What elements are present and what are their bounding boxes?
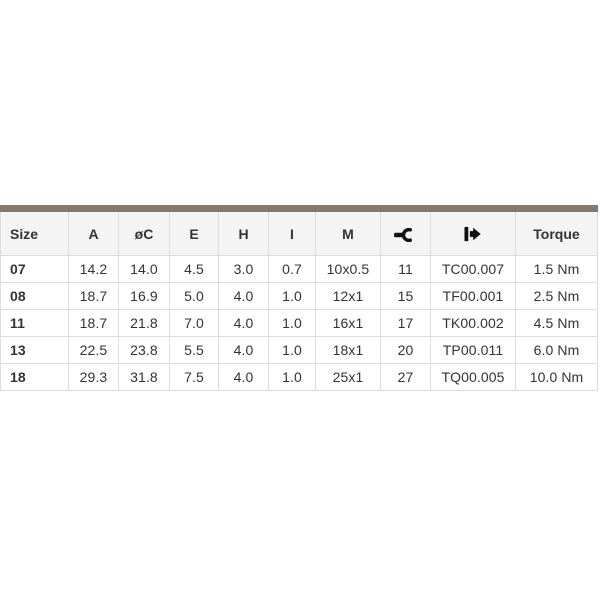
cell-e: 7.5 [169,363,219,391]
bit-icon [463,227,481,242]
cell-e: 5.5 [169,336,219,364]
cell-i: 1.0 [268,282,316,310]
cell-wrench: 27 [380,363,431,391]
cell-h: 3.0 [218,255,269,283]
cell-e: 7.0 [169,309,219,337]
cell-part: TF00.001 [430,282,516,310]
cell-m: 16x1 [315,309,381,337]
cell-part: TK00.002 [430,309,516,337]
table-body: 07 14.2 14.0 4.5 3.0 0.7 10x0.5 11 TC00.… [0,255,598,391]
cell-torque: 10.0 Nm [515,363,598,391]
cell-torque: 1.5 Nm [515,255,598,283]
cell-part: TP00.011 [430,336,516,364]
col-header-torque: Torque [515,205,598,256]
cell-e: 5.0 [169,282,219,310]
table-header: Size A øC E H I M [0,205,598,256]
cell-oc: 21.8 [118,309,170,337]
cell-torque: 2.5 Nm [515,282,598,310]
table-row: 08 18.7 16.9 5.0 4.0 1.0 12x1 15 TF00.00… [0,282,598,310]
cell-i: 1.0 [268,309,316,337]
col-header-a: A [68,205,119,256]
col-header-bit [430,205,516,256]
cell-h: 4.0 [218,309,269,337]
cell-a: 18.7 [68,309,119,337]
col-header-wrench [380,205,431,256]
cell-oc: 31.8 [118,363,170,391]
cell-torque: 4.5 Nm [515,309,598,337]
cell-size: 07 [0,255,69,283]
cell-oc: 16.9 [118,282,170,310]
table-row: 07 14.2 14.0 4.5 3.0 0.7 10x0.5 11 TC00.… [0,255,598,283]
table-row: 11 18.7 21.8 7.0 4.0 1.0 16x1 17 TK00.00… [0,309,598,337]
cell-wrench: 17 [380,309,431,337]
cell-size: 13 [0,336,69,364]
spec-table: Size A øC E H I M [0,205,598,391]
table-row: 18 29.3 31.8 7.5 4.0 1.0 25x1 27 TQ00.00… [0,363,598,391]
cell-wrench: 15 [380,282,431,310]
cell-i: 0.7 [268,255,316,283]
cell-part: TQ00.005 [430,363,516,391]
cell-e: 4.5 [169,255,219,283]
header-row: Size A øC E H I M [0,205,598,256]
cell-oc: 23.8 [118,336,170,364]
cell-m: 25x1 [315,363,381,391]
cell-a: 18.7 [68,282,119,310]
col-header-size: Size [0,205,69,256]
wrench-icon [394,227,413,242]
table-row: 13 22.5 23.8 5.5 4.0 1.0 18x1 20 TP00.01… [0,336,598,364]
cell-size: 18 [0,363,69,391]
cell-part: TC00.007 [430,255,516,283]
col-header-h: H [218,205,269,256]
col-header-m: M [315,205,381,256]
col-header-oc: øC [118,205,170,256]
cell-h: 4.0 [218,282,269,310]
cell-wrench: 20 [380,336,431,364]
cell-a: 14.2 [68,255,119,283]
cell-oc: 14.0 [118,255,170,283]
cell-i: 1.0 [268,363,316,391]
cell-h: 4.0 [218,336,269,364]
cell-m: 10x0.5 [315,255,381,283]
cell-wrench: 11 [380,255,431,283]
cell-torque: 6.0 Nm [515,336,598,364]
cell-a: 29.3 [68,363,119,391]
cell-size: 11 [0,309,69,337]
col-header-e: E [169,205,219,256]
cell-m: 12x1 [315,282,381,310]
cell-size: 08 [0,282,69,310]
cell-i: 1.0 [268,336,316,364]
cell-m: 18x1 [315,336,381,364]
cell-h: 4.0 [218,363,269,391]
col-header-i: I [268,205,316,256]
cell-a: 22.5 [68,336,119,364]
